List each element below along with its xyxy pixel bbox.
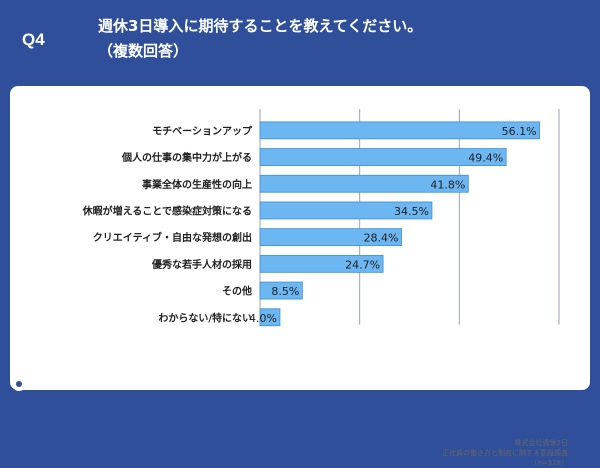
bar	[259, 228, 402, 247]
value-label: 56.1%	[502, 125, 537, 138]
bar	[259, 281, 303, 300]
brand-logo: リサピー	[12, 375, 78, 392]
category-label: モチベーションアップ	[152, 124, 253, 137]
header: Q4 週休3日導入に期待することを教えてください。 （複数回答）	[0, 0, 600, 82]
question-number: Q4	[22, 30, 45, 49]
category-label: クリエイティブ・自由な発想の創出	[93, 231, 252, 244]
source-note: 株式会社週休3日 正社員の働き方と制度に関する意識調査 （n=328）	[442, 438, 568, 468]
category-label: 事業全体の生産性の向上	[142, 178, 252, 191]
chart-panel: モチベーションアップ 56.1% 個人の仕事の集中力が上がる 49.4% 事業全体の生産…	[10, 86, 590, 467]
value-label: 28.4%	[364, 232, 399, 245]
title-line-1: 週休3日導入に期待することを教えてください。	[98, 17, 423, 35]
category-label: その他	[222, 285, 252, 298]
value-label: 8.5%	[271, 285, 299, 298]
source-line-2: 正社員の働き方と制度に関する意識調査	[442, 449, 568, 457]
bar	[259, 174, 469, 193]
category-label: 休暇が増えることで感染症対策になる	[82, 204, 252, 217]
value-label: 49.4%	[468, 152, 503, 165]
category-label: 個人の仕事の集中力が上がる	[121, 151, 252, 164]
category-label: 優秀な若手人材の採用	[151, 258, 252, 271]
logo-text: リサピー	[30, 377, 79, 391]
bar	[259, 148, 507, 166]
bar	[259, 254, 384, 273]
category-label: わからない/特にない	[158, 311, 252, 324]
source-line-3: （n=328）	[530, 459, 568, 467]
value-label: 4.0%	[249, 312, 277, 325]
bar	[259, 201, 433, 220]
source-line-1: 株式会社週休3日	[514, 439, 568, 447]
bar-chart: モチベーションアップ 56.1% 個人の仕事の集中力が上がる 49.4% 事業全体の生産…	[82, 109, 560, 327]
value-label: 24.7%	[345, 258, 380, 271]
chart-title: 週休3日導入に期待することを教えてください。 （複数回答）	[98, 14, 578, 64]
title-line-2: （複数回答）	[98, 42, 189, 60]
value-label: 34.5%	[394, 205, 429, 218]
bar	[259, 308, 281, 327]
bar	[259, 121, 540, 140]
value-label: 41.8%	[430, 178, 465, 191]
logo-icon	[12, 376, 26, 391]
